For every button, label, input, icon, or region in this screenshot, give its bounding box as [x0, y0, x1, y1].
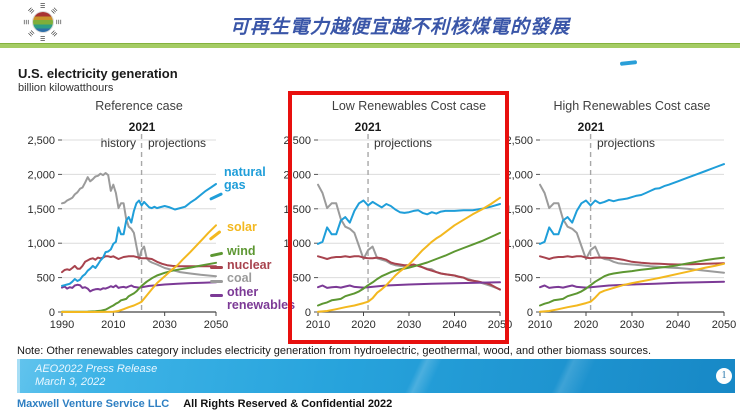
svg-text:2,000: 2,000: [27, 169, 55, 181]
svg-text:2,000: 2,000: [505, 169, 533, 181]
svg-text:2020: 2020: [351, 319, 375, 331]
svg-text:2050: 2050: [712, 319, 736, 331]
svg-text:0: 0: [305, 307, 311, 319]
legend-coal: coal: [227, 271, 253, 285]
chart-reference-case: 0 500 1,000 1,500 2,000 2,500 1990 2010 2030 2050: [18, 130, 228, 334]
svg-text:2010: 2010: [101, 319, 125, 331]
chart-title-high-cost: High Renewables Cost case: [553, 99, 711, 113]
svg-text:0: 0: [527, 307, 533, 319]
highlight-box: [288, 91, 509, 344]
footer-company: Maxwell Venture Service LLC: [17, 398, 170, 410]
banner-edge: [17, 359, 20, 393]
legend-natural-gas: natural gas: [224, 165, 266, 192]
svg-text:1,000: 1,000: [27, 238, 55, 250]
legend-solar: solar: [227, 220, 257, 234]
svg-text:2050: 2050: [204, 319, 228, 331]
banner: AEO2022 Press Release March 3, 2022 1: [17, 359, 735, 393]
banner-line1: AEO2022 Press Release: [35, 363, 158, 375]
trigram-icon: ☰: [40, 4, 46, 10]
chart-section-title: U.S. electricity generation: [18, 66, 178, 81]
svg-text:500: 500: [37, 273, 55, 285]
slide-title: 可再生電力越便宜越不利核煤電的發展: [229, 17, 570, 38]
svg-text:2030: 2030: [620, 319, 644, 331]
trigram-icon: ☰: [24, 19, 31, 25]
chart-title-reference: Reference case: [95, 99, 183, 113]
logo-core: [33, 12, 53, 32]
bagua-logo-icon: ☰ ☰ ☰ ☰ ☰ ☰ ☰ ☰: [24, 3, 62, 41]
trigram-icon: ☰: [28, 28, 37, 37]
footer: Maxwell Venture Service LLC All Rights Re…: [17, 398, 392, 410]
year-marker-label: 2021: [128, 120, 156, 134]
legend-dash-coal: [210, 280, 223, 283]
trigram-icon: ☰: [49, 28, 58, 37]
legend-dash-nuclear: [210, 266, 223, 269]
svg-text:2020: 2020: [574, 319, 598, 331]
legend-dash-other-renewables: [210, 294, 223, 297]
svg-text:2010: 2010: [306, 319, 330, 331]
page-number-badge: 1: [716, 368, 732, 384]
legend-wind: wind: [227, 244, 256, 258]
svg-text:1,000: 1,000: [505, 238, 533, 250]
trigram-icon: ☰: [40, 34, 46, 40]
footnote: Note: Other renewables category includes…: [17, 345, 652, 357]
chart-title-low-cost: Low Renewables Cost case: [331, 99, 487, 113]
banner-line2: March 3, 2022: [35, 376, 106, 388]
header-divider: [0, 43, 740, 48]
chart-high-renewables-cost: 0 500 1,000 1,500 2,000 2,500 2010 2020 2030 2040…: [474, 130, 736, 334]
svg-text:2030: 2030: [397, 319, 421, 331]
svg-text:2040: 2040: [666, 319, 690, 331]
trigram-icon: ☰: [49, 7, 58, 16]
svg-text:2010: 2010: [528, 319, 552, 331]
year-marker-label: 2021: [354, 120, 382, 134]
svg-text:2040: 2040: [442, 319, 466, 331]
svg-text:0: 0: [49, 307, 55, 319]
svg-text:1990: 1990: [50, 319, 74, 331]
year-marker-label: 2021: [577, 120, 605, 134]
svg-text:500: 500: [515, 273, 533, 285]
svg-text:2,500: 2,500: [505, 135, 533, 147]
legend-nuclear: nuclear: [227, 258, 272, 272]
legend-other-renewables: other renewables: [227, 285, 296, 312]
eia-logo-mark-icon: [619, 60, 638, 66]
svg-text:500: 500: [293, 273, 311, 285]
footer-rights: All Rights Reserved & Confidential 2022: [183, 398, 393, 410]
svg-text:2030: 2030: [152, 319, 176, 331]
svg-text:1,500: 1,500: [27, 204, 55, 216]
svg-text:2,500: 2,500: [27, 135, 55, 147]
svg-text:1,500: 1,500: [505, 204, 533, 216]
chart-section-subtitle: billion kilowatthours: [18, 82, 114, 94]
